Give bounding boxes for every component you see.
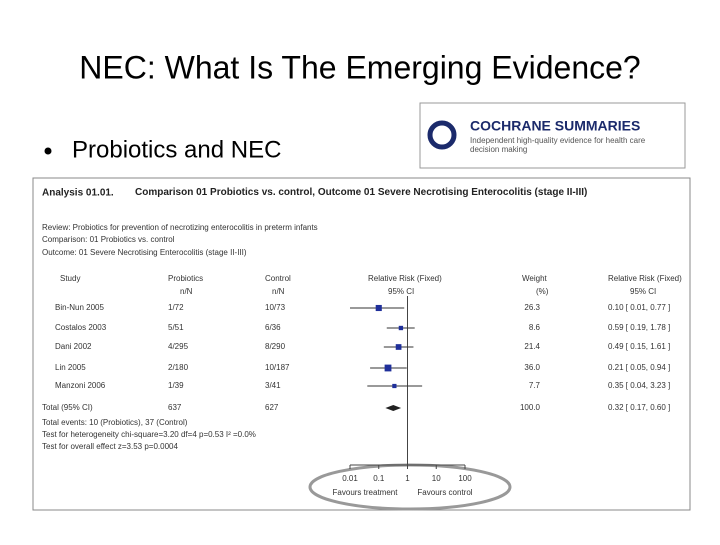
column-subheader: 95% CI — [630, 287, 656, 296]
study: Costalos 2003 — [55, 323, 107, 332]
footer-line: Total events: 10 (Probiotics), 37 (Contr… — [42, 418, 188, 427]
probiotics: 1/72 — [168, 303, 184, 312]
column-subheader: 95% CI — [388, 287, 414, 296]
logo-tagline-box: Independent high-quality evidence for he… — [470, 136, 646, 154]
column-header: Study — [60, 274, 80, 283]
bullet-dot — [44, 147, 52, 155]
relative-risk: 0.35 [ 0.04, 3.23 ] — [608, 381, 670, 390]
study: Bin-Nun 2005 — [55, 303, 104, 312]
logo-icon — [427, 120, 457, 150]
study: Manzoni 2006 — [55, 381, 106, 390]
logo-tagline: Independent high-quality evidence for he… — [470, 136, 646, 154]
weight: 7.7 — [529, 381, 541, 390]
comparison-title-box: Comparison 01 Probiotics vs. control, Ou… — [135, 187, 588, 198]
relative-risk: 0.49 [ 0.15, 1.61 ] — [608, 342, 670, 351]
control: 10/73 — [265, 303, 286, 312]
probiotics: 2/180 — [168, 363, 189, 372]
column-subheader: (%) — [536, 287, 549, 296]
control: 8/290 — [265, 342, 286, 351]
relative-risk: 0.21 [ 0.05, 0.94 ] — [608, 363, 670, 372]
comparison-title: Comparison 01 Probiotics vs. control, Ou… — [135, 187, 588, 198]
footer-line: Test for heterogeneity chi-square=3.20 d… — [42, 430, 256, 439]
total-diamond — [385, 405, 402, 411]
weight: 8.6 — [529, 323, 541, 332]
weight: 26.3 — [524, 303, 540, 312]
effect-square — [395, 344, 402, 350]
x-tick-label: 100 — [458, 474, 472, 483]
logo-name: COCHRANE SUMMARIES — [470, 118, 640, 134]
column-header: Control — [265, 274, 291, 283]
column-subheader: n/N — [272, 287, 285, 296]
relative-risk: 0.10 [ 0.01, 0.77 ] — [608, 303, 670, 312]
effect-square — [398, 325, 404, 331]
forest-box — [32, 177, 691, 511]
column-header: Probiotics — [168, 274, 203, 283]
review: Review: Probiotics for prevention of nec… — [42, 223, 318, 232]
favours-label: Favours treatment — [333, 488, 399, 497]
study: Total (95% CI) — [42, 403, 93, 412]
slide-title: NEC: What Is The Emerging Evidence? — [79, 49, 640, 85]
relative-risk: 0.32 [ 0.17, 0.60 ] — [608, 403, 670, 412]
study: Lin 2005 — [55, 363, 86, 372]
comparison: Comparison: 01 Probiotics vs. control — [42, 235, 175, 244]
column-subheader: n/N — [180, 287, 193, 296]
weight: 21.4 — [524, 342, 540, 351]
x-tick-label: 0.1 — [373, 474, 385, 483]
effect-square — [384, 364, 392, 372]
probiotics: 1/39 — [168, 381, 184, 390]
column-header: Relative Risk (Fixed) — [608, 274, 682, 283]
x-tick-label: 10 — [432, 474, 441, 483]
control: 6/36 — [265, 323, 281, 332]
weight: 36.0 — [524, 363, 540, 372]
x-tick-label: 0.01 — [342, 474, 358, 483]
column-header: Relative Risk (Fixed) — [368, 274, 442, 283]
study: Dani 2002 — [55, 342, 92, 351]
analysis-heading: Analysis 01.01. — [42, 188, 114, 199]
logo-box — [419, 102, 686, 169]
favours-label: Favours control — [417, 488, 472, 497]
footer-line: Test for overall effect z=3.53 p=0.0004 — [42, 442, 178, 451]
control: 627 — [265, 403, 279, 412]
column-header: Weight — [522, 274, 548, 283]
outcome: Outcome: 01 Severe Necrotising Enterocol… — [42, 248, 247, 257]
control: 10/187 — [265, 363, 290, 372]
probiotics: 637 — [168, 403, 182, 412]
bullet: Probiotics and NEC — [72, 136, 281, 163]
weight: 100.0 — [520, 403, 541, 412]
control: 3/41 — [265, 381, 281, 390]
effect-square — [375, 304, 382, 312]
probiotics: 4/295 — [168, 342, 189, 351]
effect-square — [392, 383, 397, 389]
probiotics: 5/51 — [168, 323, 184, 332]
x-tick-label: 1 — [405, 474, 410, 483]
relative-risk: 0.59 [ 0.19, 1.78 ] — [608, 323, 670, 332]
